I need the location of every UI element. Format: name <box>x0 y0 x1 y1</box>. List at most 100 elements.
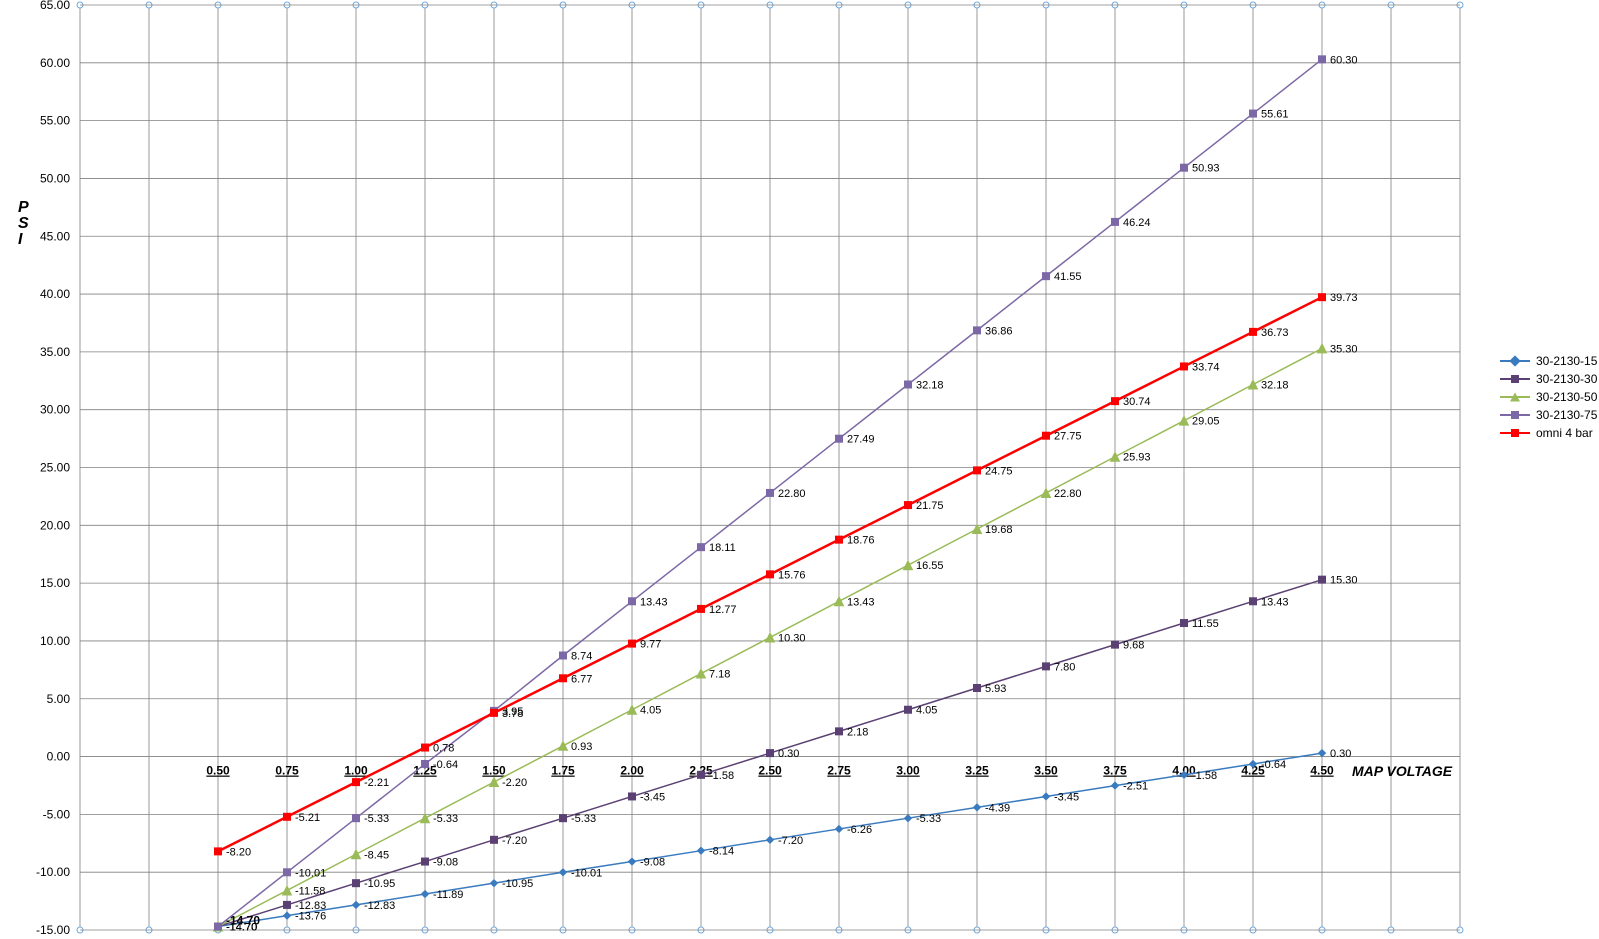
legend: 30-2130-15 30-2130-30 30-2130-50 30-2130-75… <box>1500 350 1597 444</box>
svg-text:22.80: 22.80 <box>778 488 806 500</box>
legend-item: omni 4 bar <box>1500 426 1597 440</box>
svg-text:0.00: 0.00 <box>47 750 71 764</box>
svg-text:0.75: 0.75 <box>275 764 299 778</box>
svg-text:-3.45: -3.45 <box>640 791 665 803</box>
svg-text:32.18: 32.18 <box>916 379 944 391</box>
chart-container: -15.00-10.00-5.000.005.0010.0015.0020.00… <box>0 0 1599 939</box>
svg-text:6.77: 6.77 <box>571 673 592 685</box>
svg-text:-2.21: -2.21 <box>364 777 389 789</box>
svg-text:-2.51: -2.51 <box>1123 781 1148 793</box>
svg-text:-7.20: -7.20 <box>502 835 527 847</box>
svg-text:-10.95: -10.95 <box>502 878 533 890</box>
svg-text:13.43: 13.43 <box>1261 596 1289 608</box>
svg-text:10.30: 10.30 <box>778 632 806 644</box>
svg-text:-7.20: -7.20 <box>778 835 803 847</box>
svg-text:-11.89: -11.89 <box>433 889 463 901</box>
svg-text:3.75: 3.75 <box>1103 764 1127 778</box>
svg-text:-0.64: -0.64 <box>1261 759 1286 771</box>
legend-item: 30-2130-75 <box>1500 408 1597 422</box>
svg-text:45.00: 45.00 <box>40 229 70 243</box>
svg-text:25.93: 25.93 <box>1123 452 1151 464</box>
svg-text:7.18: 7.18 <box>709 669 730 681</box>
svg-text:55.61: 55.61 <box>1261 109 1289 121</box>
svg-text:-10.95: -10.95 <box>364 878 395 890</box>
svg-text:0.30: 0.30 <box>778 748 799 760</box>
svg-text:16.55: 16.55 <box>916 560 944 572</box>
svg-text:1.00: 1.00 <box>344 764 368 778</box>
svg-text:-15.00: -15.00 <box>36 923 70 937</box>
svg-text:55.00: 55.00 <box>40 114 70 128</box>
svg-text:35.30: 35.30 <box>1330 343 1358 355</box>
legend-item: 30-2130-15 <box>1500 354 1597 368</box>
svg-text:9.77: 9.77 <box>640 639 661 651</box>
svg-text:7.80: 7.80 <box>1054 661 1075 673</box>
svg-text:-5.33: -5.33 <box>364 813 389 825</box>
svg-text:24.75: 24.75 <box>985 465 1013 477</box>
svg-text:36.73: 36.73 <box>1261 327 1289 339</box>
svg-text:35.00: 35.00 <box>40 345 70 359</box>
svg-text:0.50: 0.50 <box>206 764 230 778</box>
svg-text:-2.20: -2.20 <box>502 777 527 789</box>
legend-label: 30-2130-30 <box>1536 372 1597 386</box>
svg-text:2.75: 2.75 <box>827 764 851 778</box>
svg-text:22.80: 22.80 <box>1054 488 1082 500</box>
svg-text:15.00: 15.00 <box>40 576 70 590</box>
svg-text:1.50: 1.50 <box>482 764 506 778</box>
svg-text:-8.14: -8.14 <box>709 846 734 858</box>
svg-text:32.18: 32.18 <box>1261 379 1289 391</box>
svg-text:27.75: 27.75 <box>1054 431 1082 443</box>
svg-text:39.73: 39.73 <box>1330 292 1358 304</box>
svg-text:15.30: 15.30 <box>1330 575 1358 587</box>
svg-text:19.68: 19.68 <box>985 524 1013 536</box>
svg-text:0.78: 0.78 <box>433 743 454 755</box>
svg-text:-11.58: -11.58 <box>295 885 325 897</box>
svg-text:0.30: 0.30 <box>1330 748 1351 760</box>
svg-text:29.05: 29.05 <box>1192 416 1220 428</box>
svg-text:36.86: 36.86 <box>985 325 1013 337</box>
svg-text:12.77: 12.77 <box>709 604 737 616</box>
svg-text:5.00: 5.00 <box>47 692 71 706</box>
svg-text:-4.39: -4.39 <box>985 802 1010 814</box>
svg-text:-0.64: -0.64 <box>433 759 458 771</box>
legend-label: 30-2130-15 <box>1536 354 1597 368</box>
svg-text:4.05: 4.05 <box>916 705 937 717</box>
svg-text:-12.83: -12.83 <box>364 900 395 912</box>
svg-text:4.50: 4.50 <box>1310 764 1334 778</box>
svg-text:11.55: 11.55 <box>1192 618 1219 630</box>
svg-text:25.00: 25.00 <box>40 461 70 475</box>
svg-text:13.43: 13.43 <box>640 596 668 608</box>
svg-text:-1.58: -1.58 <box>1192 770 1217 782</box>
svg-text:2.18: 2.18 <box>847 726 868 738</box>
legend-label: 30-2130-75 <box>1536 408 1597 422</box>
svg-text:-10.01: -10.01 <box>295 867 326 879</box>
svg-text:65.00: 65.00 <box>40 0 70 12</box>
svg-text:21.75: 21.75 <box>916 500 944 512</box>
svg-text:-8.45: -8.45 <box>364 849 389 861</box>
svg-text:-5.00: -5.00 <box>43 807 71 821</box>
svg-text:-8.20: -8.20 <box>226 846 251 858</box>
svg-text:-5.33: -5.33 <box>571 813 596 825</box>
svg-text:-9.08: -9.08 <box>433 857 458 869</box>
svg-text:3.00: 3.00 <box>896 764 920 778</box>
svg-text:3.78: 3.78 <box>502 708 523 720</box>
svg-text:-5.33: -5.33 <box>916 813 941 825</box>
svg-text:50.93: 50.93 <box>1192 163 1220 175</box>
svg-text:5.93: 5.93 <box>985 683 1006 695</box>
svg-text:18.11: 18.11 <box>709 542 736 554</box>
svg-text:15.76: 15.76 <box>778 569 806 581</box>
svg-text:-12.83: -12.83 <box>295 900 326 912</box>
svg-text:8.74: 8.74 <box>571 651 592 663</box>
svg-text:40.00: 40.00 <box>40 287 70 301</box>
svg-text:-13.76: -13.76 <box>295 911 326 923</box>
svg-text:-10.01: -10.01 <box>571 867 602 879</box>
svg-text:30.74: 30.74 <box>1123 396 1151 408</box>
legend-item: 30-2130-50 <box>1500 390 1597 404</box>
legend-label: omni 4 bar <box>1536 426 1593 440</box>
svg-text:27.49: 27.49 <box>847 434 875 446</box>
x-axis-title: MAP VOLTAGE <box>1352 763 1452 779</box>
svg-text:9.68: 9.68 <box>1123 640 1144 652</box>
y-axis-title: PSI <box>18 200 29 248</box>
svg-text:13.43: 13.43 <box>847 596 875 608</box>
svg-text:-14.70: -14.70 <box>226 914 260 928</box>
svg-text:3.25: 3.25 <box>965 764 989 778</box>
